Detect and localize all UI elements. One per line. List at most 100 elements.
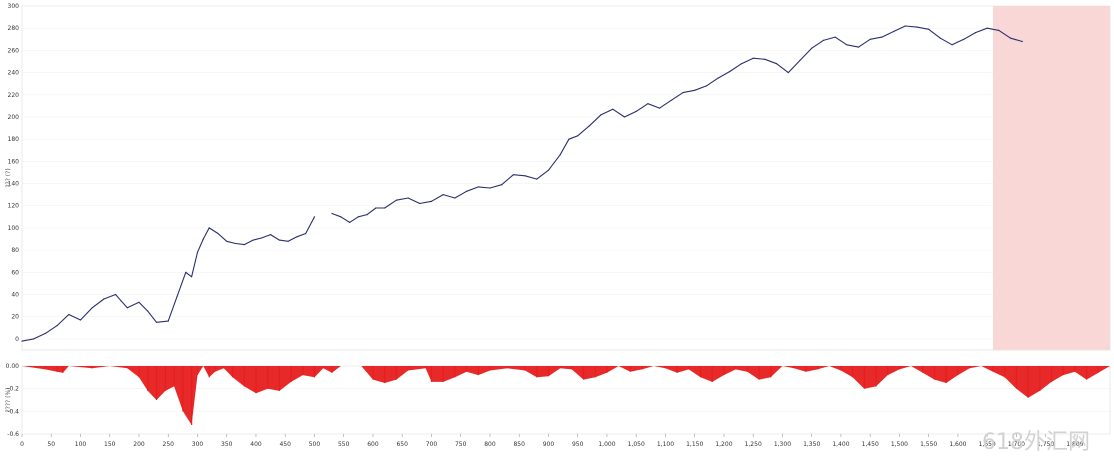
x-tick-label: 1,100 [657,441,674,448]
x-tick-label: 1,700 [1008,441,1025,448]
equity-point [147,310,149,312]
x-tick-label: 750 [455,441,467,448]
equity-y-tick-label: 80 [11,247,19,254]
x-tick-label: 500 [309,441,321,448]
drawdown-area-series-0 [22,366,1110,425]
equity-point [185,271,187,273]
equity-point [776,63,778,65]
equity-y-tick-label: 200 [8,114,20,121]
x-tick-label: 800 [484,441,496,448]
equity-point [752,57,754,59]
equity-point [489,187,491,189]
x-tick-label: 550 [338,441,350,448]
equity-point [167,320,169,322]
equity-point [103,298,105,300]
equity-point [442,194,444,196]
axis-labels: ??? (?) ???? (%) [5,168,12,412]
equity-y-tick-label: 220 [8,92,20,99]
equity-point [454,197,456,199]
equity-point [729,70,731,73]
equity-point [252,239,254,241]
equity-point [939,37,942,39]
x-tick-label: 1,000 [598,441,615,448]
drawdown-y-tick-label: -0.6 [7,431,19,438]
equity-point [466,190,468,192]
equity-y-tick-label: 140 [8,181,20,188]
x-tick-label: 850 [513,441,525,448]
x-tick-label: 150 [104,441,116,448]
tick-labels: 0 20 40 60 80 100 120 140 160 180 200 220 240 260 280 3… [6,3,1084,448]
x-tick-label: 950 [572,441,584,448]
x-tick-label: 1,350 [803,441,820,448]
equity-point [694,89,696,91]
equity-point [963,38,965,40]
equity-point [974,31,977,34]
equity-point [384,207,386,209]
x-tick-label: 0 [20,441,24,448]
equity-point [822,39,825,42]
equity-point [155,321,158,323]
x-tick-label: 1,250 [745,441,762,448]
equity-point [270,234,272,236]
equity-point [536,178,538,180]
equity-point [115,293,117,296]
equity-point [635,110,637,112]
equity-y-tick-label: 300 [8,3,20,10]
equity-point [305,232,307,235]
equity-point [357,216,359,218]
drawdown-y-axis-label: ???? (%) [5,387,12,412]
equity-point [588,125,591,127]
equity-point [407,197,409,199]
equity-point [881,36,883,38]
equity-point [366,214,368,216]
equity-point [340,216,342,218]
equity-y-tick-label: 60 [11,269,19,276]
equity-point [928,28,930,30]
highlight-region [993,6,1110,350]
watermark: 618外汇网 [982,430,1090,455]
x-tick-label: 1,750 [1037,441,1054,448]
equity-point [331,212,333,215]
equity-point [764,58,766,60]
equity-point [834,36,836,38]
equity-point [577,135,579,137]
x-tick-label: 1,400 [832,441,849,448]
x-tick-label: 1,500 [891,441,908,448]
equity-point [501,184,503,186]
equity-y-tick-label: 180 [8,136,20,143]
plot-backgrounds [21,5,1111,435]
equity-y-tick-label: 40 [11,292,19,299]
shaded-region-equity [993,6,1110,350]
x-tick-label: 400 [250,441,262,448]
equity-point [547,169,550,171]
x-tick-label: 450 [279,441,291,448]
equity-point [278,239,280,241]
equity-point [56,325,58,327]
equity-point [375,207,377,209]
equity-point [647,103,649,105]
equity-point [740,63,743,65]
equity-y-tick-label: 0 [15,336,19,343]
equity-point [419,202,421,205]
equity-point [126,307,128,309]
drawdown-y-tick-label: 0.00 [6,363,20,370]
x-tick-label: 700 [426,441,438,448]
equity-point [986,27,988,29]
x-tick-label: 250 [163,441,175,448]
equity-point [243,244,245,246]
x-tick-label: 1,450 [862,441,879,448]
equity-point [208,227,210,229]
x-tick-label: 50 [47,441,55,448]
equity-point [191,276,193,278]
equity-point [670,99,672,101]
equity-point [196,251,199,253]
equity-point [1021,40,1023,43]
x-tick-label: 900 [543,441,555,448]
equity-y-axis-label: ??? (?) [5,168,12,187]
equity-y-tick-label: 20 [11,314,19,321]
equity-point [623,116,626,118]
x-tick-label: 650 [396,441,408,448]
equity-point [1010,37,1012,39]
equity-point [21,340,23,342]
